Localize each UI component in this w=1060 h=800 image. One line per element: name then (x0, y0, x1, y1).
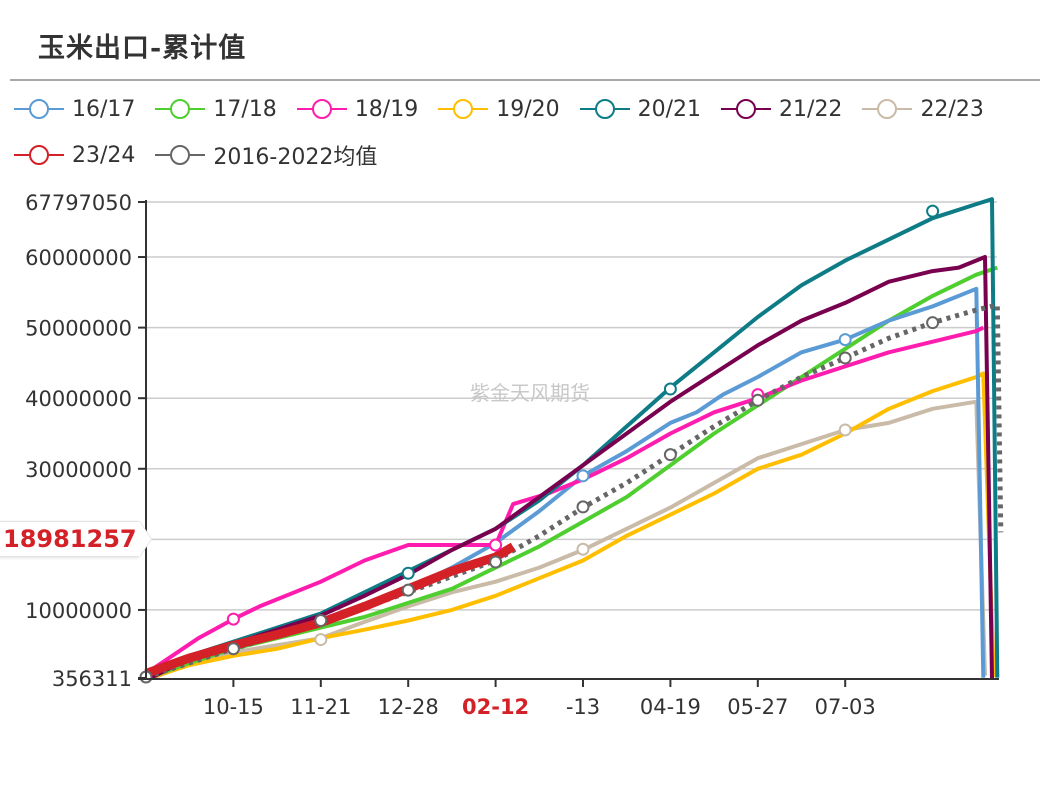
y-tick-label: 30000000 (25, 458, 132, 482)
data-point-marker[interactable] (314, 614, 328, 628)
y-tick-label: 40000000 (25, 387, 132, 411)
grid-lines (146, 201, 997, 611)
data-point-marker[interactable] (926, 204, 940, 218)
series-line[interactable] (145, 197, 1000, 679)
legend: 16/17 17/18 18/19 19/20 20/21 21/22 22/2… (14, 86, 1054, 178)
series-line[interactable] (145, 302, 1004, 680)
data-point-marker[interactable] (751, 393, 765, 407)
x-tick-label: 05-27 (727, 695, 788, 719)
data-point-marker[interactable] (226, 612, 240, 626)
y-tick-label: 67797050 (25, 191, 132, 215)
legend-line-circle-icon (579, 99, 630, 119)
series-lines (144, 197, 1004, 683)
legend-item-19-20[interactable]: 19/20 (438, 96, 560, 122)
title-divider (10, 79, 1040, 81)
y-axis-pointer-value: 18981257 (3, 525, 137, 553)
legend-label: 23/24 (72, 142, 136, 168)
y-tick-label: 50000000 (25, 317, 132, 341)
data-point-marker[interactable] (663, 448, 677, 462)
x-axis-pointer-label: 02-12 (462, 695, 529, 719)
legend-label: 18/19 (354, 96, 419, 122)
legend-label: 22/23 (920, 96, 984, 122)
legend-item-21-22[interactable]: 21/22 (721, 97, 842, 122)
watermark: 紫金天风期货 (470, 381, 590, 405)
legend-item-16-17[interactable]: 16/17 (14, 97, 135, 122)
legend-label: 2016-2022均值 (213, 145, 378, 170)
axes: 356311 10000000 30000000 40000000 50000000 60… (25, 191, 999, 719)
legend-item-18-19[interactable]: 18/19 (296, 96, 419, 122)
legend-line-circle-icon (155, 145, 206, 165)
legend-row-1: 16/17 17/18 18/19 19/20 20/21 21/22 22/2… (14, 86, 1054, 132)
data-point-marker[interactable] (926, 316, 940, 330)
y-tick-label: 60000000 (25, 246, 132, 270)
series-markers (139, 204, 940, 684)
legend-line-circle-icon (862, 99, 913, 119)
legend-line-circle-icon (721, 99, 772, 119)
legend-label: 16/17 (72, 96, 136, 122)
legend-row-2: 23/24 2016-2022均值 (14, 132, 1054, 178)
data-point-marker[interactable] (838, 333, 852, 347)
data-point-marker[interactable] (226, 642, 240, 656)
legend-label: 21/22 (779, 96, 843, 122)
legend-label: 19/20 (496, 96, 560, 122)
series-line[interactable] (145, 286, 986, 679)
legend-item-17-18[interactable]: 17/18 (155, 96, 277, 122)
data-point-marker[interactable] (576, 469, 590, 483)
x-tick-label: 07-03 (815, 695, 876, 719)
legend-label: 20/21 (637, 96, 702, 122)
data-point-marker[interactable] (576, 542, 590, 556)
data-point-marker[interactable] (314, 633, 328, 647)
legend-line-circle-icon (155, 99, 206, 119)
x-tick-label: -13 (566, 695, 600, 719)
legend-line-circle-icon (296, 99, 347, 119)
legend-line-circle-icon (14, 99, 64, 119)
legend-item-20-21[interactable]: 20/21 (579, 96, 702, 122)
y-tick-label: 356311 (52, 667, 132, 691)
legend-item-22-23[interactable]: 22/23 (862, 96, 984, 122)
x-tick-label: 10-15 (203, 695, 264, 719)
y-axis-pointer-label: 18981257 (0, 521, 151, 557)
data-point-marker[interactable] (489, 538, 503, 552)
legend-item-23-24[interactable]: 23/24 (14, 143, 135, 168)
series-line[interactable] (145, 255, 994, 683)
data-point-marker[interactable] (576, 500, 590, 514)
legend-label: 17/18 (213, 96, 277, 122)
data-point-marker[interactable] (663, 382, 677, 396)
data-point-marker[interactable] (838, 423, 852, 437)
series-line[interactable] (145, 371, 996, 682)
legend-line-circle-icon (438, 99, 489, 119)
series-line[interactable] (144, 325, 985, 676)
x-tick-label: 11-21 (290, 695, 351, 719)
series-line[interactable] (144, 542, 516, 678)
data-point-marker[interactable] (401, 566, 415, 580)
x-tick-label: 12-28 (378, 695, 439, 719)
legend-line-circle-icon (14, 145, 64, 165)
x-tick-label: 04-19 (640, 695, 701, 719)
data-point-marker[interactable] (401, 583, 415, 597)
data-point-marker[interactable] (838, 351, 852, 365)
data-point-marker[interactable] (489, 555, 503, 569)
chart-title: 玉米出口-累计值 (38, 33, 247, 64)
legend-item-2016-2022-average[interactable]: 2016-2022均值 (155, 139, 377, 171)
y-tick-label: 10000000 (25, 599, 132, 623)
